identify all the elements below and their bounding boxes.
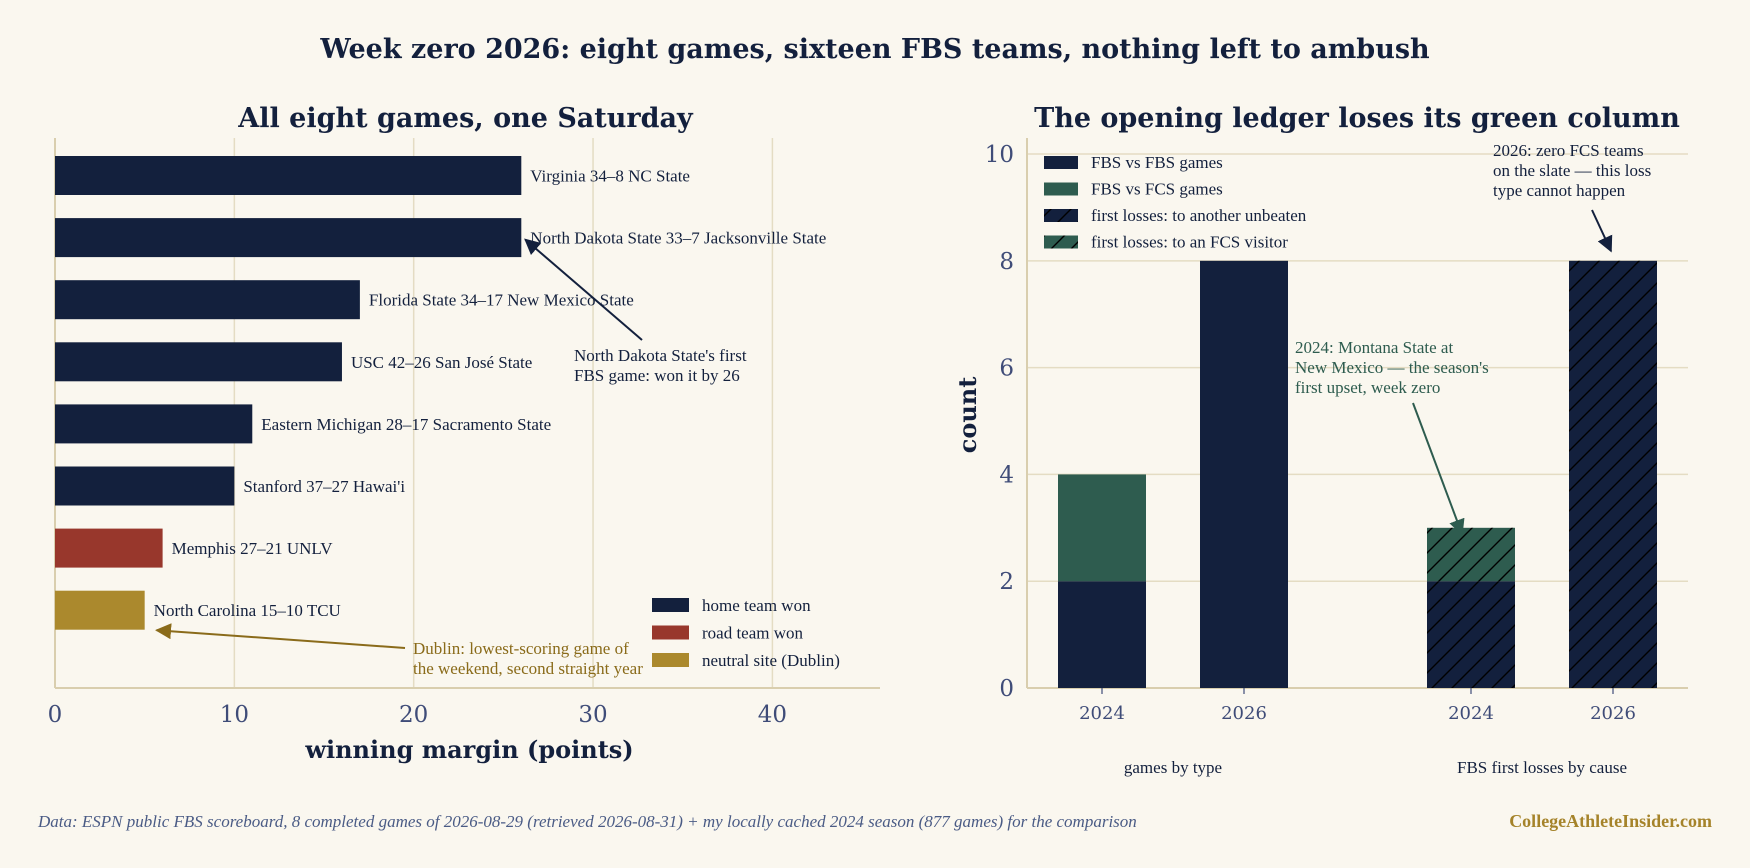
annotation-zero-fcs-arrow: [1591, 209, 1613, 253]
y-tick-label: 6: [999, 356, 1014, 382]
legend-label: road team won: [702, 624, 804, 643]
annotation-dublin: Dublin: lowest-scoring game of the weeken…: [413, 639, 643, 678]
x-tick-label: 30: [578, 702, 607, 728]
bar-label: Memphis 27–21 UNLV: [172, 539, 334, 558]
legend-swatch: [652, 625, 689, 640]
y-tick-label: 8: [999, 249, 1014, 275]
bar-label: USC 42–26 San José State: [351, 353, 532, 372]
right-chart: The opening ledger loses its green colum…: [953, 103, 1688, 777]
y-tick-label: 4: [999, 462, 1014, 488]
annotation-ndsu: North Dakota State's first FBS game: won …: [574, 346, 747, 385]
annotation-montana-state-arrow: [1412, 402, 1465, 536]
bar-label: North Carolina 15–10 TCU: [154, 601, 341, 620]
group-label: games by type: [1124, 758, 1222, 777]
legend-label: FBS vs FCS games: [1091, 180, 1223, 199]
legend-label: neutral site (Dublin): [702, 651, 840, 670]
bar-label: Eastern Michigan 28–17 Sacramento State: [261, 415, 551, 434]
annotation-dublin-line: the weekend, second straight year: [413, 659, 643, 678]
bar-label: Stanford 37–27 Hawai'i: [243, 477, 405, 496]
annotation-zero-fcs-line: on the slate — this loss: [1493, 161, 1651, 180]
annotation-montana-state: 2024: Montana State at New Mexico — the s…: [1295, 338, 1489, 397]
bar: [55, 280, 360, 320]
bar: [55, 404, 253, 444]
legend-swatch: [652, 598, 689, 612]
x-tick-label: 2026: [1221, 703, 1267, 724]
y-tick-label: 0: [999, 676, 1014, 702]
x-tick-label: 20: [399, 702, 428, 728]
legend-hatch: [1044, 209, 1078, 222]
annotation-zero-fcs: 2026: zero FCS teams on the slate — this …: [1493, 141, 1651, 200]
bar: [55, 342, 342, 382]
annotation-ndsu-arrow: [524, 238, 643, 341]
x-tick-label: 2024: [1448, 703, 1494, 724]
bar-label: Virginia 34–8 NC State: [530, 167, 690, 186]
bar: [55, 156, 522, 195]
legend-label: first losses: to another unbeaten: [1091, 206, 1307, 225]
stacked-bar-segment: [1058, 474, 1146, 582]
brand-credit: CollegeAthleteInsider.com: [1509, 811, 1712, 831]
legend-hatch: [1044, 235, 1078, 249]
bar: [55, 528, 163, 568]
legend-swatch: [1044, 156, 1078, 169]
x-tick-label: 2026: [1590, 703, 1636, 724]
bar-label: North Dakota State 33–7 Jacksonville Sta…: [530, 229, 826, 248]
right-chart-title: The opening ledger loses its green colum…: [1034, 103, 1680, 134]
legend-swatch: [652, 653, 689, 667]
annotation-montana-state-line: first upset, week zero: [1295, 378, 1440, 397]
annotation-ndsu-line: North Dakota State's first: [574, 346, 747, 365]
bar-label: Florida State 34–17 New Mexico State: [369, 291, 634, 310]
bar: [55, 466, 235, 506]
bar: [55, 218, 522, 258]
annotation-zero-fcs-line: 2026: zero FCS teams: [1493, 141, 1644, 160]
left-chart: All eight games, one Saturday 0 10 20 30 40 wi…: [48, 103, 880, 764]
annotation-dublin-line: Dublin: lowest-scoring game of: [413, 639, 629, 658]
legend-label: first losses: to an FCS visitor: [1091, 233, 1288, 252]
bar-hatch-overlay: [1569, 260, 1657, 688]
legend-label: FBS vs FBS games: [1091, 153, 1223, 172]
bar: [55, 590, 145, 630]
stacked-bar-segment: [1058, 581, 1146, 688]
left-chart-title: All eight games, one Saturday: [237, 103, 694, 134]
annotation-montana-state-line: New Mexico — the season's: [1295, 358, 1489, 377]
x-tick-label: 0: [48, 702, 63, 728]
source-note: Data: ESPN public FBS scoreboard, 8 comp…: [37, 812, 1137, 831]
y-tick-label: 2: [999, 569, 1014, 595]
y-tick-label: 10: [985, 142, 1014, 168]
figure-suptitle: Week zero 2026: eight games, sixteen FBS…: [319, 34, 1430, 65]
stacked-bar-segment: [1200, 260, 1288, 688]
annotation-zero-fcs-line: type cannot happen: [1493, 181, 1626, 200]
legend-label: home team won: [702, 596, 811, 615]
x-tick-label: 40: [758, 702, 787, 728]
bar-hatch-overlay: [1427, 581, 1515, 688]
bar-hatch-overlay: [1427, 527, 1515, 582]
legend-swatch: [1044, 182, 1078, 196]
annotation-ndsu-line: FBS game: won it by 26: [574, 366, 740, 385]
annotation-dublin-arrow: [155, 623, 406, 649]
x-tick-label: 2024: [1079, 703, 1125, 724]
right-y-axis-label: count: [953, 377, 982, 454]
annotation-montana-state-line: 2024: Montana State at: [1295, 338, 1453, 357]
x-tick-label: 10: [220, 702, 249, 728]
group-label: FBS first losses by cause: [1457, 758, 1627, 777]
left-x-axis-label: winning margin (points): [304, 735, 633, 764]
